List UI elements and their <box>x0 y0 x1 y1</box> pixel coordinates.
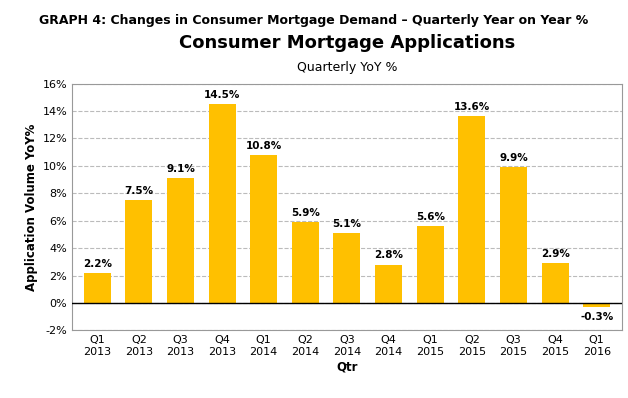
Text: 9.1%: 9.1% <box>166 164 195 174</box>
Bar <box>500 167 527 303</box>
Text: 7.5%: 7.5% <box>124 186 153 196</box>
Bar <box>84 273 111 303</box>
Text: 14.5%: 14.5% <box>204 90 241 100</box>
Text: 9.9%: 9.9% <box>499 153 528 163</box>
Text: 5.9%: 5.9% <box>291 208 320 218</box>
Bar <box>417 226 444 303</box>
Bar <box>126 200 153 303</box>
Bar <box>375 265 402 303</box>
Text: GRAPH 4: Changes in Consumer Mortgage Demand – Quarterly Year on Year %: GRAPH 4: Changes in Consumer Mortgage De… <box>40 14 588 27</box>
Bar <box>333 233 360 303</box>
X-axis label: Qtr: Qtr <box>336 361 358 374</box>
Bar <box>167 178 194 303</box>
Bar <box>541 263 568 303</box>
Text: Consumer Mortgage Applications: Consumer Mortgage Applications <box>179 33 515 51</box>
Text: 13.6%: 13.6% <box>454 102 490 112</box>
Bar <box>292 222 319 303</box>
Text: Quarterly YoY %: Quarterly YoY % <box>296 61 398 74</box>
Bar <box>583 303 610 307</box>
Text: -0.3%: -0.3% <box>580 312 614 322</box>
Bar <box>250 155 277 303</box>
Text: 2.2%: 2.2% <box>83 259 112 269</box>
Bar <box>458 117 485 303</box>
Bar <box>208 104 236 303</box>
Y-axis label: Application Volume YoY%: Application Volume YoY% <box>26 123 38 291</box>
Text: 2.9%: 2.9% <box>541 249 570 259</box>
Text: 2.8%: 2.8% <box>374 250 403 260</box>
Text: 5.6%: 5.6% <box>416 212 445 222</box>
Text: 10.8%: 10.8% <box>246 141 282 151</box>
Text: 5.1%: 5.1% <box>332 219 362 229</box>
